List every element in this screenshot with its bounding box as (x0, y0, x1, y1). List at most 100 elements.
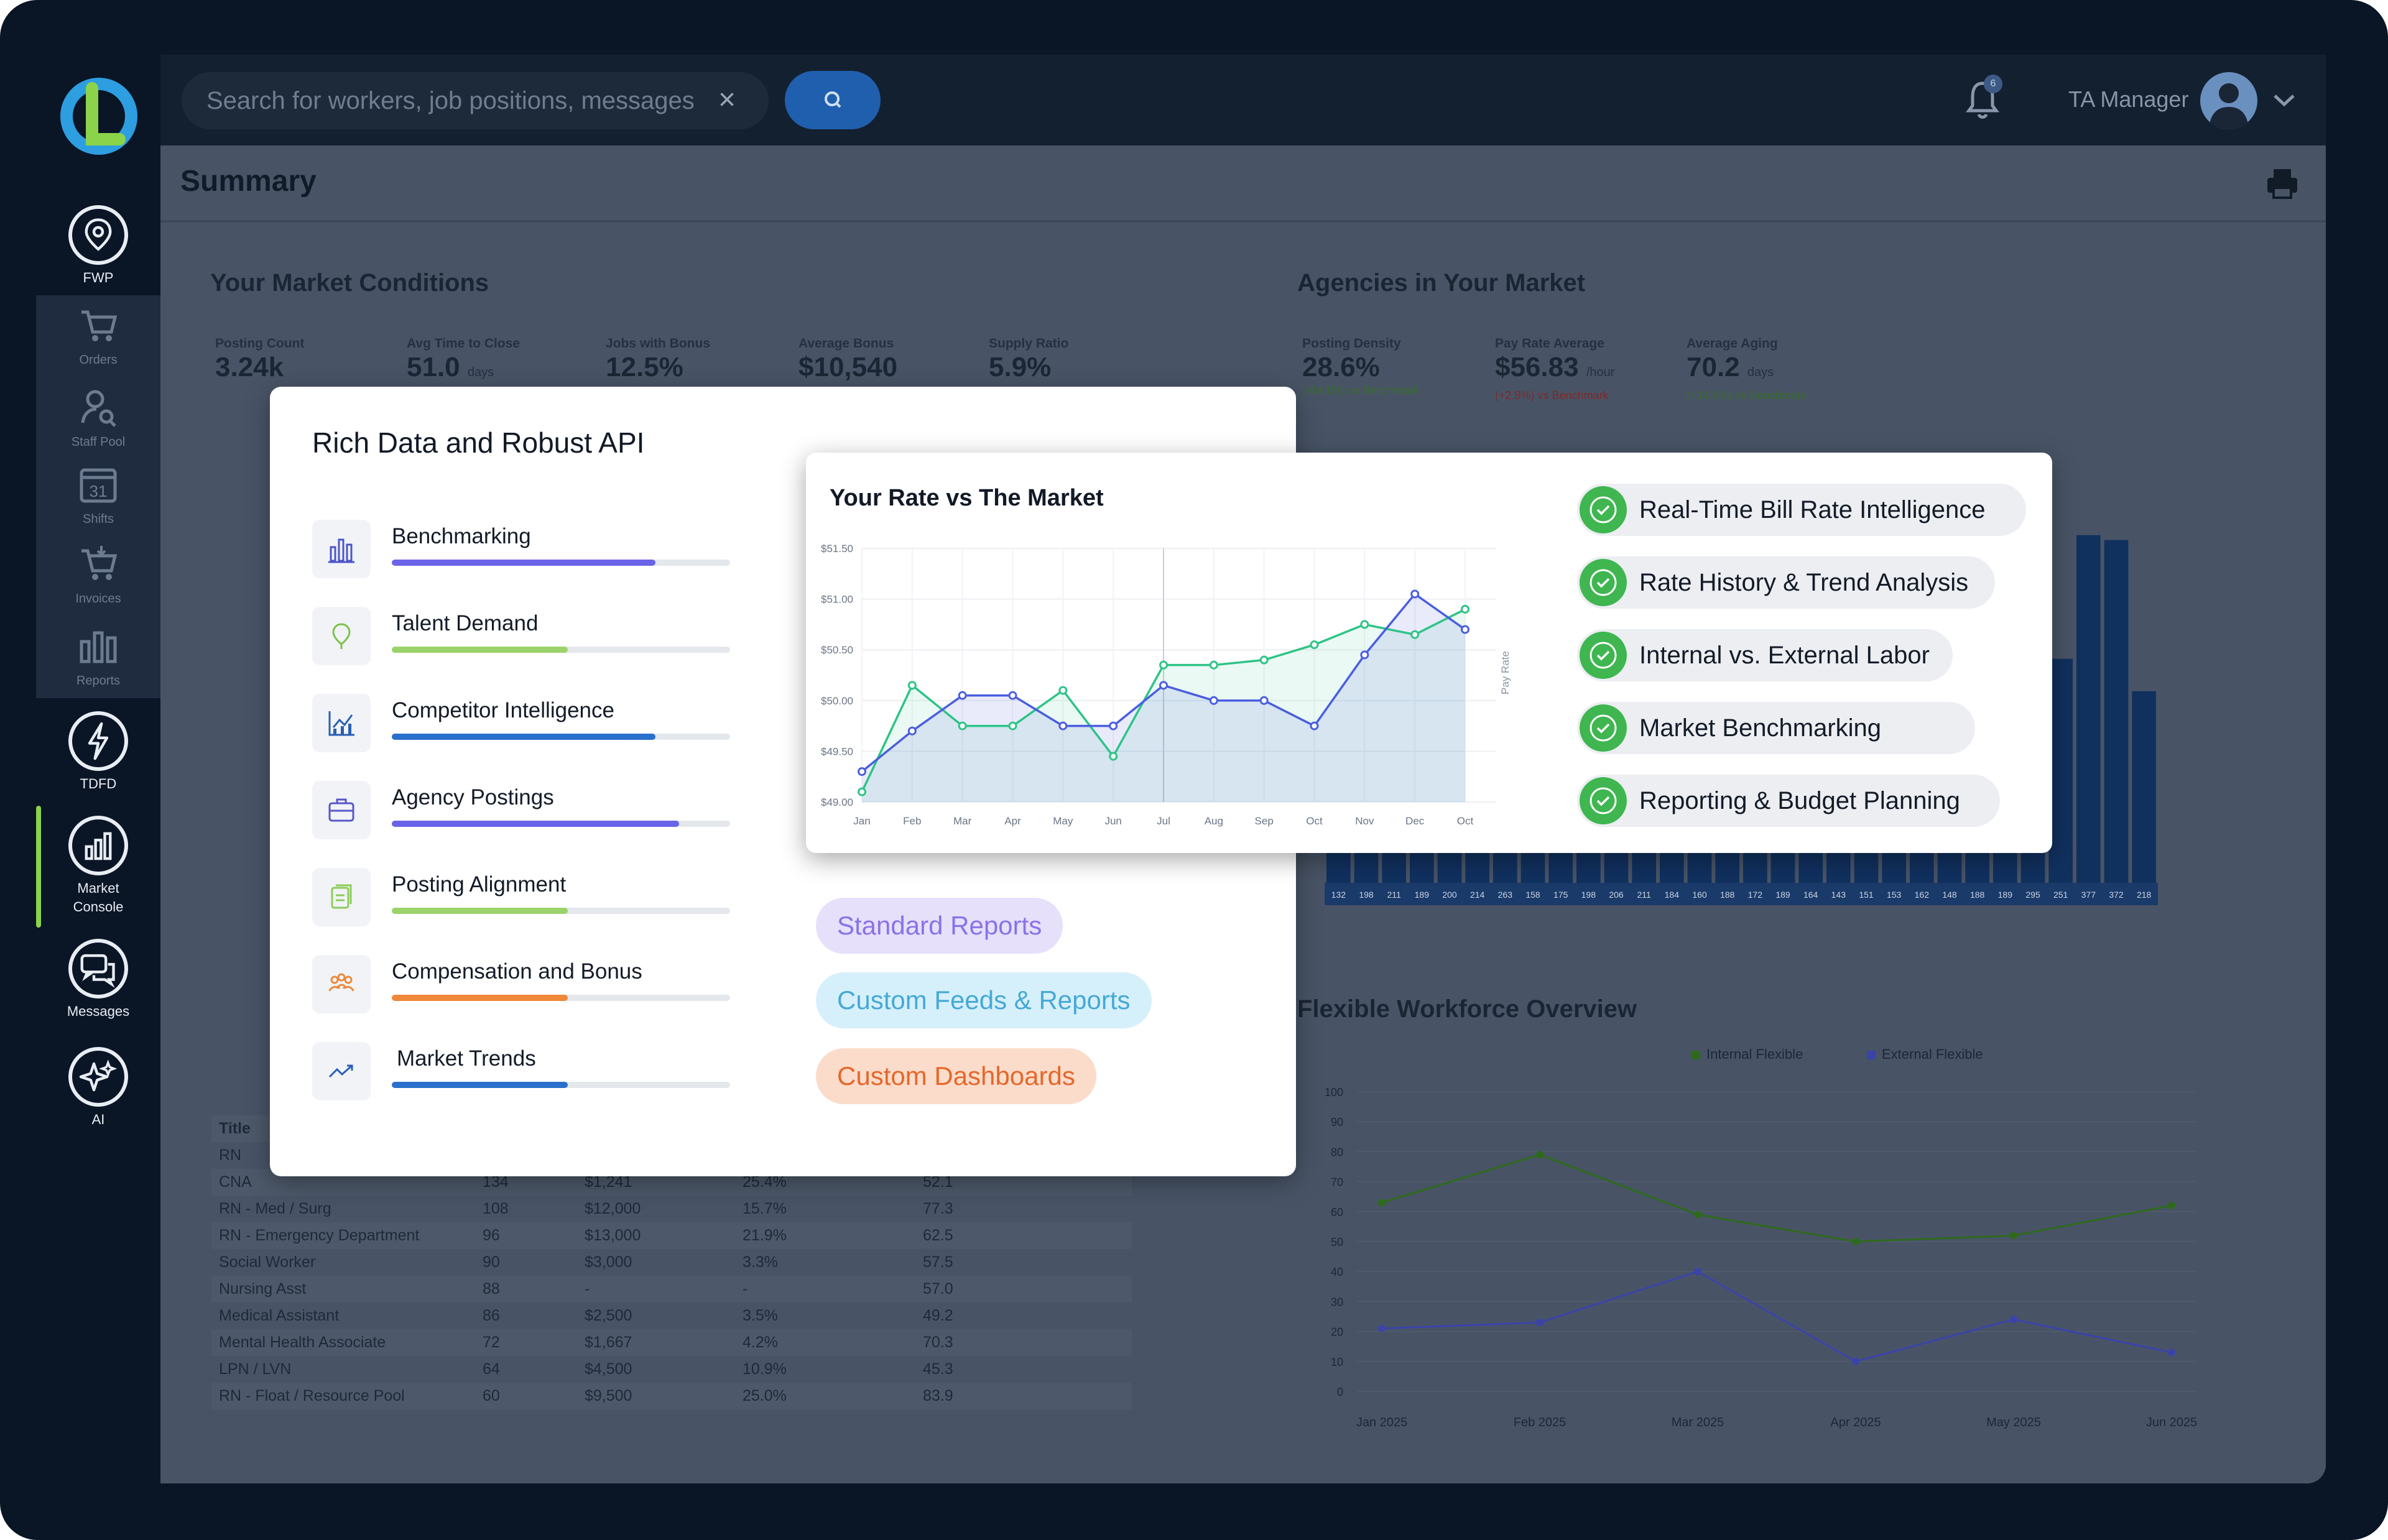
group-icon (312, 955, 371, 1013)
benefit-item: Internal vs. External Labor (1577, 629, 1953, 681)
data-point (1536, 1151, 1543, 1159)
sidebar-item-messages[interactable]: Messages (36, 939, 160, 1021)
table-cell: 96 (483, 1227, 500, 1244)
documents-icon (312, 868, 371, 926)
table-cell: 57.0 (923, 1280, 953, 1298)
table-cell: Mental Health Associate (219, 1334, 386, 1351)
y-tick-label: 30 (1331, 1296, 1343, 1308)
data-point (1209, 660, 1218, 670)
data-point (1360, 620, 1369, 629)
sidebar-item-label: Market (77, 880, 119, 896)
sidebar-item-fwp[interactable]: FWP (36, 205, 160, 287)
data-point (1461, 604, 1469, 614)
close-icon[interactable]: × (718, 83, 736, 116)
check-circle-icon (1580, 777, 1627, 824)
analytics-icon (312, 694, 371, 752)
x-tick-label: May 2025 (1986, 1416, 2041, 1429)
table-cell: 90 (483, 1253, 500, 1271)
sidebar-item-reports[interactable]: Reports (36, 624, 160, 690)
data-point (1109, 721, 1118, 731)
sidebar-item-invoices[interactable]: Invoices (36, 542, 160, 608)
table-cell: 64 (483, 1360, 500, 1378)
avatar[interactable] (2200, 72, 2257, 129)
table-cell: RN (219, 1146, 242, 1164)
y-tick-label: $51.00 (821, 594, 853, 606)
table-cell: Social Worker (219, 1253, 316, 1271)
bar-value-label: 189 (1415, 890, 1430, 900)
stat-average-aging: Average Aging 70.2 days (+14.6%) vs Benc… (1687, 336, 1807, 402)
stat-pay-rate-average: Pay Rate Average $56.83 /hour (+2.8%) vs… (1495, 336, 1615, 402)
data-point (1058, 721, 1068, 731)
feature-label: Compensation and Bonus (392, 959, 642, 984)
bar-value-label: 189 (1775, 890, 1790, 900)
table-cell: 45.3 (923, 1360, 953, 1378)
bar-chart-icon (76, 624, 120, 668)
stat-supply-ratio: Supply Ratio 5.9% (989, 336, 1069, 382)
table-cell: 83.9 (923, 1387, 953, 1404)
data-point (1159, 681, 1168, 690)
data-point (958, 691, 967, 700)
workforce-title: Flexible Workforce Overview (1297, 995, 1637, 1023)
sidebar-item-label: TDFD (80, 776, 117, 791)
y-tick-label: $50.00 (821, 695, 853, 707)
bar (2104, 540, 2129, 905)
y-tick-label: 80 (1331, 1146, 1343, 1158)
data-point (1008, 691, 1017, 700)
sidebar-item-ai[interactable]: AI (36, 1047, 160, 1129)
y-tick-label: 0 (1337, 1386, 1343, 1398)
api-features-title: Rich Data and Robust API (312, 426, 645, 459)
search-input[interactable]: Search for workers, job positions, messa… (182, 72, 769, 129)
sidebar-item-label: Invoices (75, 592, 121, 606)
table-cell: $4,500 (585, 1360, 632, 1378)
sidebar-item-label: FWP (83, 270, 114, 285)
standard-reports-pill: Standard Reports (816, 898, 1063, 954)
benefit-item: Market Benchmarking (1577, 702, 1975, 754)
feature-talent-demand: Talent Demand (312, 607, 735, 669)
bar-value-label: 188 (1970, 890, 1985, 900)
search-icon (825, 91, 841, 108)
sidebar-item-staff-pool[interactable]: Staff Pool (36, 385, 160, 451)
sidebar-item-orders[interactable]: Orders (36, 303, 160, 369)
table-row: RN (211, 1142, 1132, 1169)
chart-legend: Internal Flexible External Flexible (1691, 1046, 1983, 1062)
user-role[interactable]: TA Manager (2068, 86, 2189, 112)
benefit-item: Real-Time Bill Rate Intelligence (1577, 484, 2026, 536)
sidebar-item-market-console[interactable]: Market Console (36, 816, 160, 916)
benefit-label: Rate History & Trend Analysis (1639, 569, 1969, 596)
table-row: LPN / LVN 64 $4,500 10.9% 45.3 (211, 1356, 1132, 1383)
search-button[interactable] (785, 71, 881, 129)
data-point (1209, 696, 1218, 705)
y-tick-label: $50.50 (821, 644, 853, 656)
data-point (1058, 686, 1068, 695)
custom-dashboards-pill: Custom Dashboards (816, 1048, 1096, 1104)
data-point (1536, 1319, 1543, 1327)
table-row: Medical Assistant 86 $2,500 3.5% 49.2 (211, 1303, 1132, 1329)
series-line (1381, 1270, 2172, 1363)
table-row: Nursing Asst 88 - - 57.0 (211, 1276, 1132, 1303)
table-cell: 21.9% (743, 1227, 787, 1244)
divider (160, 220, 2326, 223)
data-point (907, 726, 917, 735)
y-tick-label: 90 (1331, 1116, 1343, 1128)
chevron-down-icon[interactable] (2270, 87, 2298, 112)
feature-agency-postings: Agency Postings (312, 781, 735, 843)
print-icon[interactable] (2265, 167, 2300, 200)
feature-posting-alignment: Posting Alignment (312, 868, 735, 930)
bar-value-label: 188 (1720, 890, 1735, 900)
sidebar-item-tdfd[interactable]: TDFD (36, 711, 160, 793)
data-point (1310, 640, 1319, 650)
table-row: RN - Emergency Department 96 $13,000 21.9% 6… (211, 1222, 1132, 1249)
x-tick-label: Apr 2025 (1830, 1416, 1881, 1429)
x-tick-label: Jun (1104, 815, 1121, 827)
bar-value-label: 214 (1470, 890, 1485, 900)
sidebar-item-shifts[interactable]: 31 Shifts (36, 463, 160, 528)
data-point (1852, 1357, 1859, 1365)
table-cell: CNA (219, 1173, 252, 1191)
data-point (858, 787, 866, 796)
bar-value-label: 198 (1359, 890, 1374, 900)
y-tick-label: 40 (1331, 1266, 1343, 1278)
feature-compensation-and-bonus: Compensation and Bonus (312, 955, 735, 1017)
bar-value-label: 198 (1581, 890, 1596, 900)
feature-competitor-intelligence: Competitor Intelligence (312, 694, 735, 756)
x-tick-label: Mar 2025 (1672, 1416, 1724, 1429)
